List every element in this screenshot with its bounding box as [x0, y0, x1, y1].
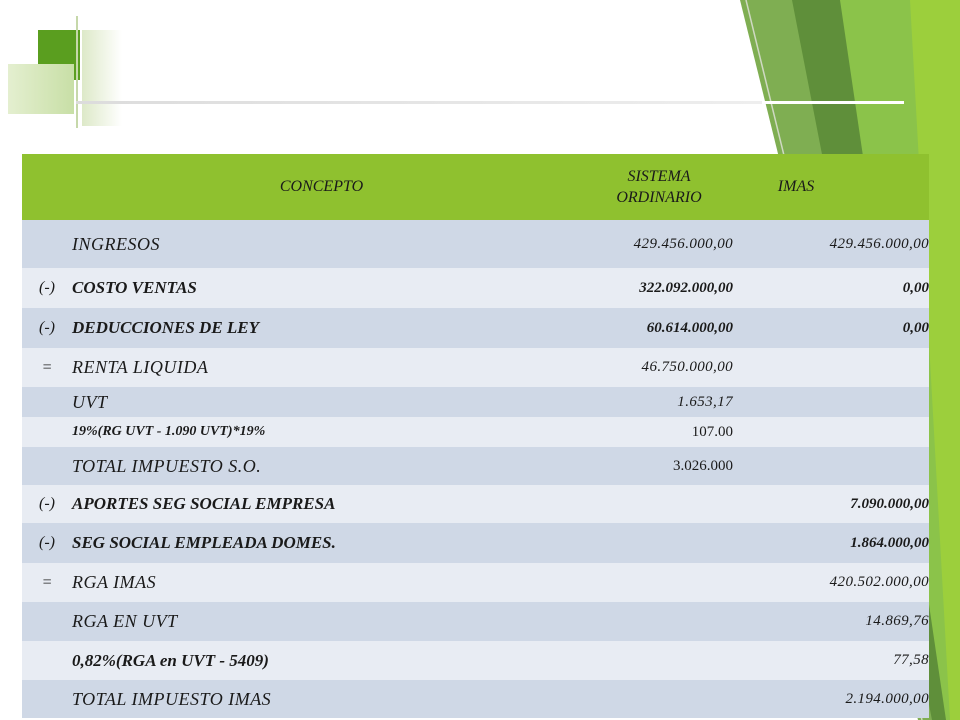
table-row: (-) APORTES SEG SOCIAL EMPRESA 7.090.000… [22, 485, 929, 523]
table-row: 19%(RG UVT - 1.090 UVT)*19% 107.00 [22, 417, 929, 447]
table-row: INGRESOS 429.456.000,00 429.456.000,00 [22, 220, 929, 268]
row-concept: RGA EN UVT [72, 611, 178, 631]
table-row: RGA EN UVT 14.869,76 [22, 602, 929, 641]
decorative-white-line [762, 101, 904, 104]
table-header: CONCEPTO SISTEMA ORDINARIO IMAS [22, 154, 929, 220]
decorative-fade-block [82, 30, 122, 126]
table-row: (-) COSTO VENTAS 322.092.000,00 0,00 [22, 268, 929, 308]
table-row: (-) DEDUCCIONES DE LEY 60.614.000,00 0,0… [22, 308, 929, 348]
row-sign: (-) [39, 534, 55, 551]
row-concept: DEDUCCIONES DE LEY [72, 318, 260, 337]
row-sign: = [41, 573, 53, 591]
header-sistema-ordinario: SISTEMA ORDINARIO [616, 168, 702, 206]
row-imas-value: 2.194.000,00 [845, 690, 929, 707]
row-imas-value: 7.090.000,00 [850, 495, 929, 512]
row-sign: (-) [39, 319, 55, 336]
row-imas-value: 0,00 [902, 279, 929, 296]
row-imas-value: 429.456.000,00 [829, 235, 929, 252]
row-concept: 19%(RG UVT - 1.090 UVT)*19% [72, 424, 266, 439]
row-concept: SEG SOCIAL EMPLEADA DOMES. [72, 533, 336, 552]
table-row: UVT 1.653,17 [22, 387, 929, 417]
row-so-value: 107.00 [691, 423, 733, 440]
table-row: TOTAL IMPUESTO S.O. 3.026.000 [22, 447, 929, 485]
table-row: TOTAL IMPUESTO IMAS 2.194.000,00 [22, 680, 929, 718]
row-concept: TOTAL IMPUESTO IMAS [72, 688, 272, 709]
header-concepto: CONCEPTO [279, 178, 364, 195]
table-row: 0,82%(RGA en UVT - 5409) 77,58 [22, 641, 929, 680]
row-concept: 0,82%(RGA en UVT - 5409) [72, 650, 269, 670]
row-concept: COSTO VENTAS [72, 278, 197, 297]
row-so-value: 46.750.000,00 [641, 359, 733, 375]
row-imas-value: 14.869,76 [865, 613, 929, 629]
tax-comparison-table: CONCEPTO SISTEMA ORDINARIO IMAS INGRESOS… [22, 154, 929, 718]
row-sign: = [41, 358, 53, 376]
row-concept: RGA IMAS [72, 572, 157, 592]
row-imas-value: 420.502.000,00 [829, 574, 929, 590]
row-so-value: 60.614.000,00 [646, 319, 733, 336]
decorative-light-square [8, 64, 74, 114]
row-so-value: 3.026.000 [673, 457, 733, 474]
table-row: = RGA IMAS 420.502.000,00 [22, 563, 929, 602]
row-so-value: 322.092.000,00 [639, 279, 733, 296]
row-concept: APORTES SEG SOCIAL EMPRESA [72, 494, 336, 513]
row-imas-value: 1.864.000,00 [850, 534, 929, 551]
table-row: = RENTA LIQUIDA 46.750.000,00 [22, 348, 929, 387]
decorative-title-underline [76, 101, 766, 104]
row-concept: UVT [72, 391, 108, 412]
decorative-vertical-line [76, 16, 78, 128]
row-sign: (-) [39, 279, 55, 296]
row-so-value: 429.456.000,00 [633, 235, 733, 252]
table-row: (-) SEG SOCIAL EMPLEADA DOMES. 1.864.000… [22, 523, 929, 563]
row-imas-value: 77,58 [893, 652, 929, 668]
row-sign: (-) [39, 495, 55, 512]
header-imas: IMAS [777, 178, 815, 195]
row-imas-value: 0,00 [902, 319, 929, 336]
row-concept: RENTA LIQUIDA [72, 357, 209, 377]
row-so-value: 1.653,17 [677, 393, 733, 410]
row-concept: TOTAL IMPUESTO S.O. [72, 455, 262, 476]
row-concept: INGRESOS [72, 233, 160, 254]
